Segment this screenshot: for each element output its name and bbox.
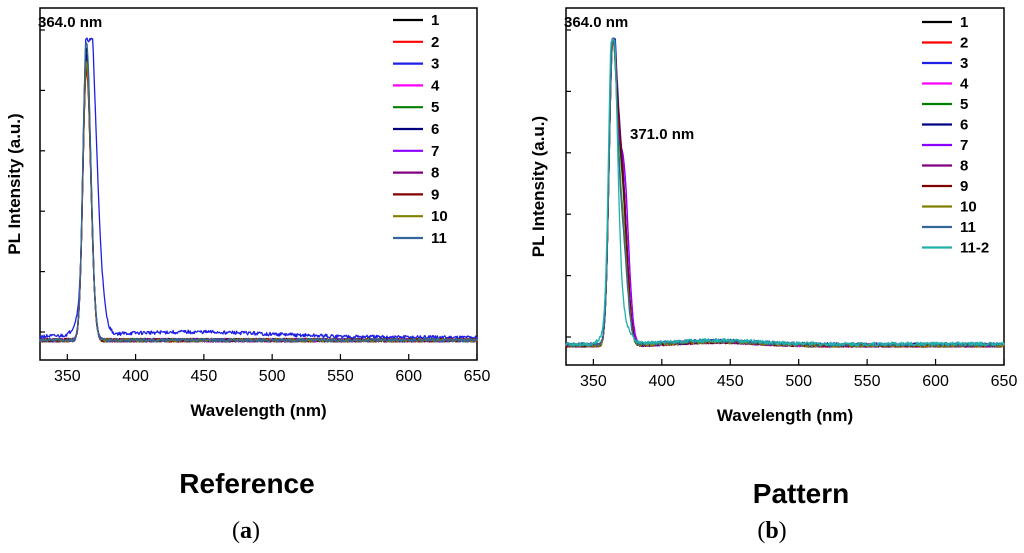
x-tick-label: 350 (580, 373, 607, 390)
x-tick-label: 550 (854, 373, 881, 390)
x-tick-label: 400 (122, 368, 149, 385)
y-axis-label: PL Intensity (a.u.) (529, 116, 548, 257)
peak-annotation: 364.0 nm (38, 14, 102, 31)
legend-label-6: 6 (431, 121, 439, 138)
series-line-6 (39, 54, 478, 343)
y-axis-label: PL Intensity (a.u.) (5, 113, 24, 254)
series-line-11 (39, 42, 478, 343)
x-tick-label: 450 (191, 368, 218, 385)
x-axis-label: Wavelength (nm) (717, 406, 853, 425)
x-tick-label: 450 (717, 373, 744, 390)
legend-label-9: 9 (431, 186, 439, 203)
x-tick-label: 500 (785, 373, 812, 390)
peak-annotation: 364.0 nm (564, 14, 628, 31)
legend-label-6: 6 (960, 117, 968, 134)
series-line-7 (39, 61, 478, 343)
legend-label-4: 4 (960, 76, 969, 93)
plot-frame (565, 7, 1005, 366)
panel-b-label: (b) (757, 518, 787, 544)
legend-label-3: 3 (431, 56, 439, 73)
legend-label-9: 9 (960, 178, 968, 195)
x-axis-label: Wavelength (nm) (190, 401, 326, 420)
legend-label-5: 5 (960, 96, 968, 113)
panel-b-chart: 350 400 450 500 550 600 650 Wavelength (nm) PL I… (529, 7, 1018, 425)
legend-label-11: 11 (960, 219, 976, 236)
legend-label-10: 10 (960, 199, 977, 216)
x-tick-label: 650 (464, 368, 491, 385)
legend-label-11: 11 (431, 230, 447, 247)
legend-label-8: 8 (960, 158, 968, 175)
panel-a-chart: 350 400 450 500 550 600 650 Wavelength (nm) PL I… (5, 7, 491, 420)
legend-label-2: 2 (960, 35, 968, 52)
series-line-8 (39, 63, 478, 343)
series-line-11-2 (565, 38, 1005, 347)
plot-frame (39, 7, 478, 361)
legend-label-11-2: 11-2 (960, 240, 989, 257)
x-tick-label: 600 (922, 373, 949, 390)
x-tick-label: 350 (54, 368, 81, 385)
legend-label-8: 8 (431, 165, 439, 182)
legend-label-4: 4 (431, 77, 440, 94)
panel-a-subtitle: Reference (179, 468, 315, 499)
legend-label-7: 7 (431, 143, 439, 160)
legend-label-1: 1 (960, 14, 968, 31)
series-line-5 (39, 57, 478, 343)
x-tick-label: 650 (991, 373, 1018, 390)
x-tick-label: 400 (648, 373, 675, 390)
x-tick-label: 500 (259, 368, 286, 385)
legend-label-10: 10 (431, 208, 448, 225)
x-tick-label: 550 (327, 368, 354, 385)
series-line-9 (39, 68, 478, 343)
legend-label-7: 7 (960, 137, 968, 154)
legend-label-3: 3 (960, 55, 968, 72)
series-line-10 (39, 61, 478, 343)
series-line-2 (39, 67, 478, 343)
legend-label-1: 1 (431, 12, 439, 29)
series-line-7 (565, 39, 1005, 348)
panel-b-subtitle: Pattern (752, 478, 850, 509)
x-tick-label: 600 (395, 368, 422, 385)
series-line-4 (39, 56, 478, 343)
series-line-3 (39, 37, 478, 340)
panel-a-label: (a) (232, 518, 260, 544)
legend-label-5: 5 (431, 99, 439, 116)
peak-annotation: 371.0 nm (630, 126, 694, 143)
legend-label-2: 2 (431, 34, 439, 51)
